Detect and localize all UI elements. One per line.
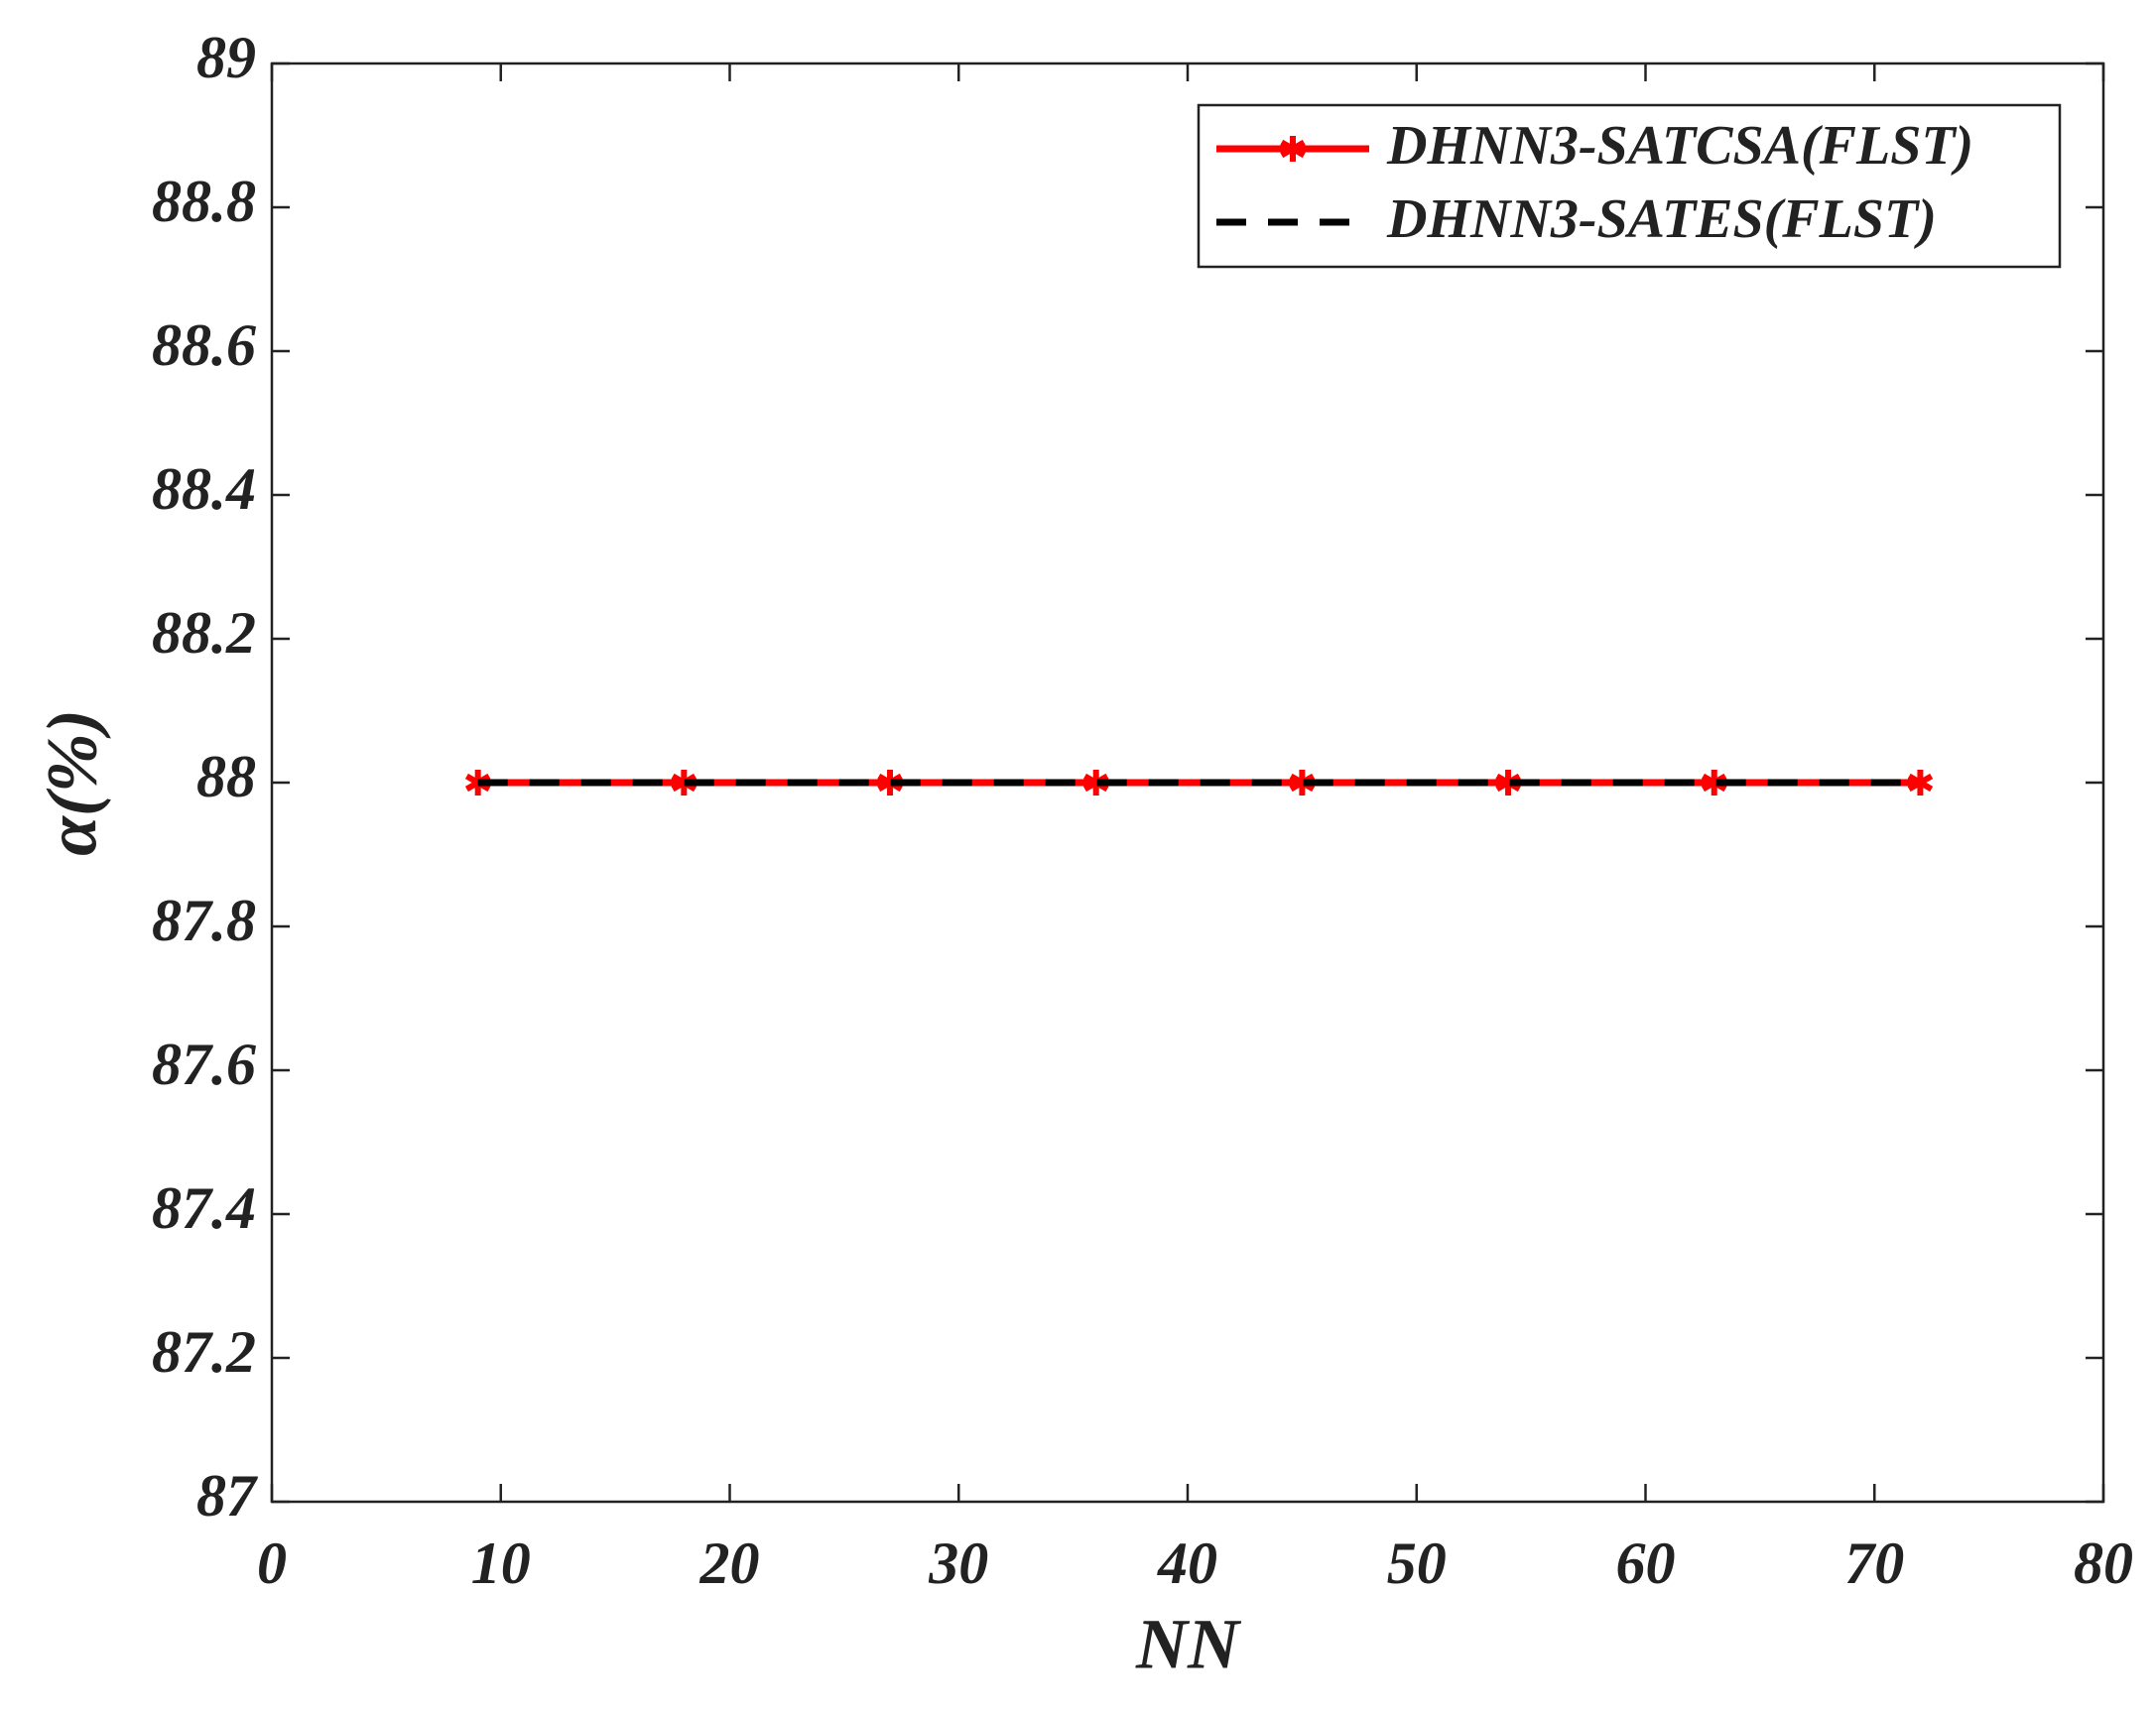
y-tick-label: 87 xyxy=(196,1463,258,1529)
y-tick-label: 87.4 xyxy=(152,1175,256,1241)
marker-stroke xyxy=(1280,139,1306,159)
y-tick-label: 88.4 xyxy=(152,456,256,522)
x-tick-label: 0 xyxy=(257,1530,287,1596)
y-tick-label: 88.2 xyxy=(152,600,256,666)
marker-stroke xyxy=(1701,773,1727,793)
marker-stroke xyxy=(1907,773,1934,793)
marker-stroke xyxy=(671,773,698,793)
legend-label: DHNN3-SATCSA(FLST) xyxy=(1386,115,1973,177)
y-tick-label: 87.6 xyxy=(152,1032,256,1097)
x-tick-label: 40 xyxy=(1157,1530,1217,1596)
marker-stroke xyxy=(877,773,903,793)
marker-stroke xyxy=(1289,773,1316,793)
x-tick-label: 60 xyxy=(1616,1530,1676,1596)
x-axis-label: NN xyxy=(1135,1605,1242,1684)
y-tick-label: 88.8 xyxy=(152,169,256,234)
y-tick-label: 87.8 xyxy=(152,888,256,953)
marker-stroke xyxy=(1082,773,1109,793)
y-tick-label: 89 xyxy=(196,25,256,90)
y-tick-label: 88.6 xyxy=(152,312,256,378)
y-axis-label: α(%) xyxy=(33,709,112,856)
marker xyxy=(1289,770,1316,796)
x-tick-label: 50 xyxy=(1387,1530,1447,1596)
marker xyxy=(1495,770,1521,796)
marker xyxy=(1907,770,1934,796)
y-tick-label: 88 xyxy=(196,744,256,809)
marker-stroke xyxy=(1495,773,1521,793)
x-tick-label: 70 xyxy=(1844,1530,1904,1596)
marker xyxy=(1280,136,1306,162)
y-tick-label: 87.2 xyxy=(152,1319,256,1385)
x-tick-label: 30 xyxy=(928,1530,988,1596)
legend-box xyxy=(1197,103,2062,269)
legend-label: DHNN3-SATES(FLST) xyxy=(1386,188,1937,250)
x-tick-label: 80 xyxy=(2074,1530,2133,1596)
marker xyxy=(1082,770,1109,796)
marker xyxy=(1701,770,1727,796)
marker xyxy=(671,770,698,796)
marker xyxy=(877,770,903,796)
x-tick-label: 20 xyxy=(699,1530,760,1596)
x-tick-label: 10 xyxy=(471,1530,531,1596)
